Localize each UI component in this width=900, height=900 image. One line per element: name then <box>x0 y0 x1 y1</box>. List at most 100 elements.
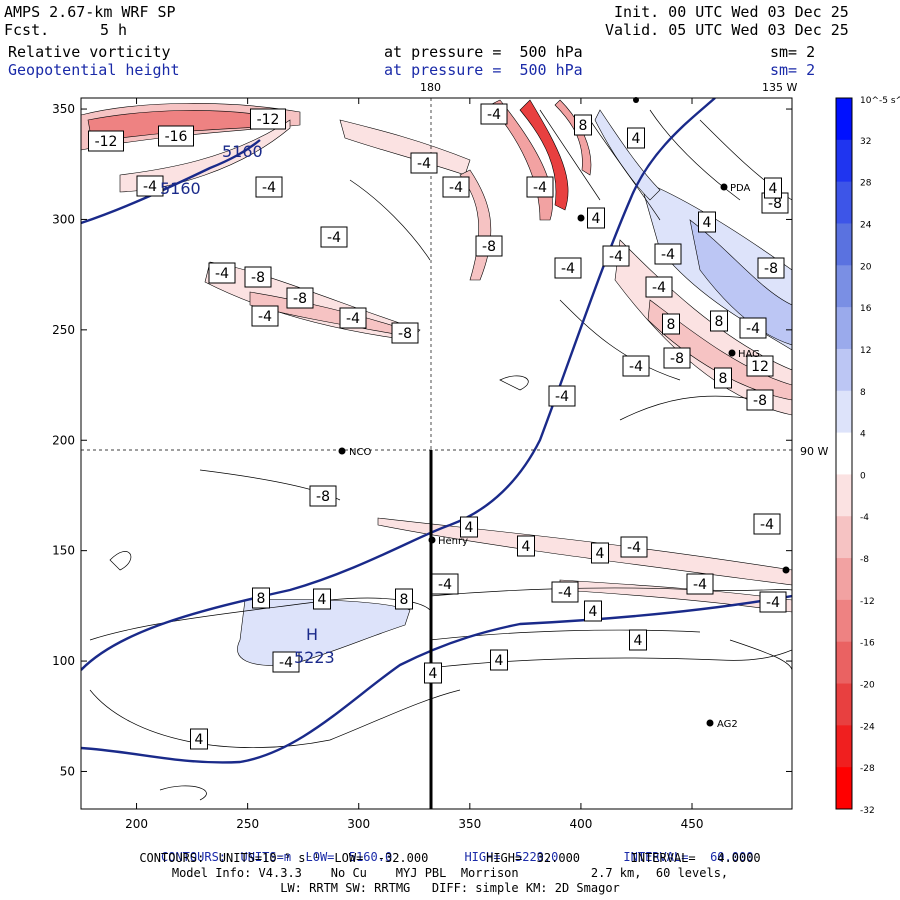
contour-label-box <box>622 355 650 377</box>
contour-label-box <box>584 600 602 622</box>
field1-name: Relative vorticity <box>8 43 171 61</box>
contour-label-box <box>313 588 331 610</box>
contour-label-box <box>490 649 508 671</box>
contour-label-box <box>662 313 680 335</box>
colorbar-swatch <box>836 181 852 224</box>
contour-label-text: 8 <box>715 314 724 330</box>
contour-label-text: 8 <box>400 592 409 608</box>
station-pda: PDA <box>720 183 751 194</box>
contour-label-text: -8 <box>293 291 307 307</box>
footer-physics-info: LW: RRTM SW: RRTMG DIFF: simple KM: 2D S… <box>280 881 620 895</box>
contour-label-text: -4 <box>215 266 229 282</box>
contour-label-text: 4 <box>429 666 438 682</box>
contour-label-box <box>252 587 270 609</box>
contour-label-text: -4 <box>279 655 293 671</box>
colorbar-tick-label: -16 <box>860 639 875 649</box>
longitude-180-label: 180 <box>420 81 441 94</box>
contour-label-box <box>686 573 714 595</box>
contour-label-text: 4 <box>769 181 778 197</box>
contour-label-text: 4 <box>195 732 204 748</box>
colorbar-tick-label: 8 <box>860 388 866 398</box>
contour-label-text: -4 <box>558 585 572 601</box>
colorbar-tick-label: 24 <box>860 220 872 230</box>
contour-label-text: 4 <box>589 604 598 620</box>
contour-label-box <box>551 581 579 603</box>
contour-label-text: -4 <box>561 261 575 277</box>
colorbar-tick-label: 4 <box>860 430 866 440</box>
contour-label-box <box>88 130 124 152</box>
height-label-5160-b: 5160 <box>160 179 201 198</box>
station-nco: NCO <box>338 447 371 458</box>
colorbar-tick-label: -20 <box>860 681 875 691</box>
contour-label-text: -4 <box>346 311 360 327</box>
contour-label-text: 4 <box>596 546 605 562</box>
contour-label-box <box>759 591 787 613</box>
contour-label-box <box>710 310 728 332</box>
contour-label-box <box>746 355 774 377</box>
station-unlabeled-marker <box>577 214 585 222</box>
station-edge-marker <box>633 97 639 103</box>
contour-label-text: 4 <box>522 539 531 555</box>
contour-label-box <box>431 573 459 595</box>
station-ag2: AG2 <box>706 719 738 730</box>
contour-label-text: -8 <box>764 261 778 277</box>
forecast-label: Fcst. <box>4 21 50 39</box>
contour-label-box <box>286 287 314 309</box>
contour-label-box <box>424 662 442 684</box>
contour-label-text: -4 <box>258 309 272 325</box>
contour-label-text: 8 <box>719 371 728 387</box>
y-tick-label: 150 <box>52 544 75 558</box>
colorbar-swatch <box>836 432 852 475</box>
contour-label-text: -8 <box>482 239 496 255</box>
colorbar-tick-label: 16 <box>860 304 872 314</box>
contour-label-text: -8 <box>768 196 782 212</box>
contour-label-box <box>244 266 272 288</box>
vorticity-contour-labels: -12 -16 -12 -4 -4 -4 -4 -4 -4 -8 -8 -4 -4 -8 -4 -4 -8 -4 -… <box>88 103 789 750</box>
contour-label-box <box>746 389 774 411</box>
map-field <box>81 98 792 809</box>
contour-label-box <box>320 226 348 248</box>
contour-label-box <box>410 152 438 174</box>
contour-label-text: -8 <box>251 270 265 286</box>
colorbar-swatch <box>836 139 852 183</box>
colorbar-frame <box>835 97 853 810</box>
contour-label-text: -16 <box>165 129 188 145</box>
contour-label-text: -12 <box>95 134 118 150</box>
contour-label-box <box>587 207 605 229</box>
colorbar-swatch <box>836 348 852 392</box>
contour-label-box <box>753 513 781 535</box>
colorbar-swatch <box>836 390 852 434</box>
field2-smoothing: sm= 2 <box>770 61 816 79</box>
model-title: AMPS 2.67-km WRF SP <box>4 3 176 21</box>
contour-label-text: -4 <box>652 280 666 296</box>
footer-height-contours: CONTOURS: UNITS=m LOW= 5160.0 HIGH= 5220… <box>0 836 900 864</box>
x-tick-label: 400 <box>569 817 592 831</box>
contour-label-text: -4 <box>533 180 547 196</box>
colorbar-tick-label: 28 <box>860 179 872 189</box>
contour-label-box <box>255 176 283 198</box>
station-hag: HAG <box>728 349 760 360</box>
contour-label-text: -8 <box>316 489 330 505</box>
contour-label-box <box>250 108 286 130</box>
contour-label-box <box>574 114 592 136</box>
colorbar-swatch <box>836 683 852 726</box>
contour-label-text: 8 <box>579 118 588 134</box>
colorbar-swatch <box>836 474 852 517</box>
contour-label-text: -4 <box>487 107 501 123</box>
contour-label-box <box>391 322 419 344</box>
contour-label-text: 4 <box>634 633 643 649</box>
colorbar-tick-label: 32 <box>860 137 871 147</box>
colorbar-tick-label: 0 <box>860 471 866 481</box>
svg-text:Henry: Henry <box>438 536 468 547</box>
contour-label-box <box>620 536 648 558</box>
y-tick-label: 350 <box>52 102 75 116</box>
longitude-90w-label: 90 W <box>800 445 828 458</box>
y-tick-label: 250 <box>52 323 75 337</box>
contour-label-box <box>698 211 716 233</box>
footer-height-contours-high: HIGH= 5220.0 <box>464 850 559 864</box>
contour-label-box <box>475 235 503 257</box>
colorbar-swatch <box>836 307 852 350</box>
colorbar-tick-label: 20 <box>860 262 872 272</box>
forecast-value: 5 h <box>100 21 128 39</box>
